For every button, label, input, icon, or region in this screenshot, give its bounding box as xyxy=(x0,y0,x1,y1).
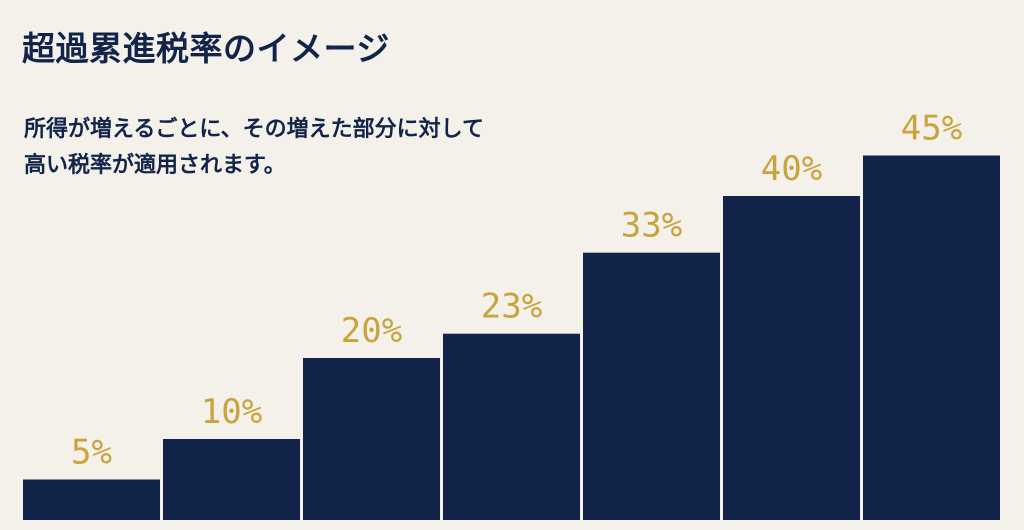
bar-7 xyxy=(863,155,1000,520)
bar-label-6: 40% xyxy=(761,149,822,189)
chart-title: 超過累進税率のイメージ xyxy=(22,29,390,68)
bar-4 xyxy=(443,333,580,520)
bar-label-7: 45% xyxy=(901,109,962,149)
bar-label-3: 20% xyxy=(341,311,402,351)
bar-6 xyxy=(723,196,860,520)
bar-label-5: 33% xyxy=(621,206,682,246)
chart-description: 所得が増えるごとに、その増えた部分に対して 高い税率が適用されます。 xyxy=(24,112,484,184)
bar-label-1: 5% xyxy=(71,433,112,473)
bar-2 xyxy=(163,439,300,520)
description-line-1: 所得が増えるごとに、その増えた部分に対して xyxy=(24,117,485,142)
bar-1 xyxy=(23,479,160,520)
bar-3 xyxy=(303,358,440,520)
bar-label-4: 23% xyxy=(481,287,542,327)
bar-5 xyxy=(583,252,720,520)
bar-label-2: 10% xyxy=(201,392,262,432)
description-line-2: 高い税率が適用されます。 xyxy=(24,153,286,178)
